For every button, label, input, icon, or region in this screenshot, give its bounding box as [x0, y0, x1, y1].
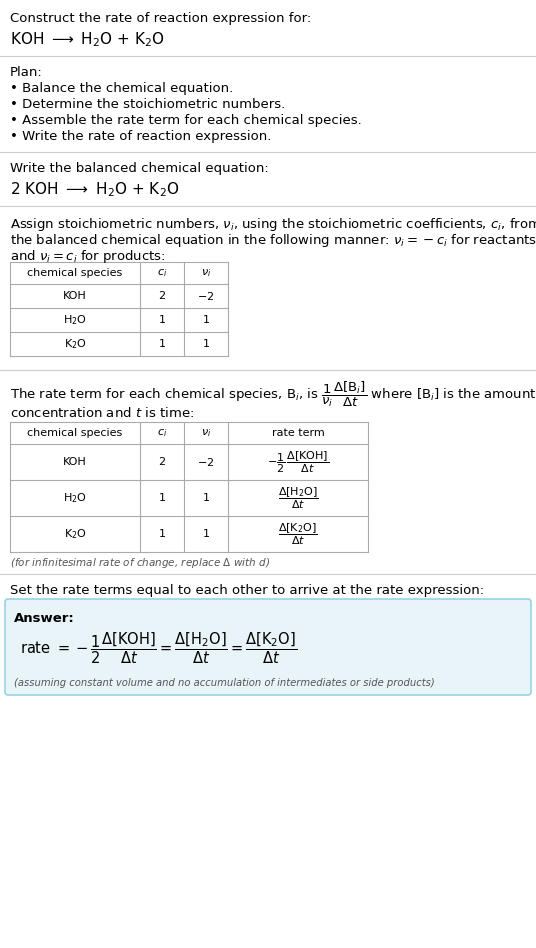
Text: rate $= -\dfrac{1}{2}\dfrac{\Delta[\mathrm{KOH}]}{\Delta t} = \dfrac{\Delta[\mat: rate $= -\dfrac{1}{2}\dfrac{\Delta[\math…	[20, 630, 297, 665]
Text: The rate term for each chemical species, B$_i$, is $\dfrac{1}{\nu_i}\dfrac{\Delt: The rate term for each chemical species,…	[10, 380, 536, 410]
Text: K$_2$O: K$_2$O	[64, 527, 86, 541]
Text: rate term: rate term	[272, 428, 324, 438]
Text: $\nu_i$: $\nu_i$	[201, 428, 211, 439]
Text: Plan:: Plan:	[10, 66, 43, 79]
Text: 1: 1	[159, 493, 166, 503]
Text: • Assemble the rate term for each chemical species.: • Assemble the rate term for each chemic…	[10, 114, 362, 127]
Text: • Balance the chemical equation.: • Balance the chemical equation.	[10, 82, 233, 95]
Text: $-2$: $-2$	[197, 290, 214, 302]
Text: $\dfrac{\Delta[\mathrm{K_2O}]}{\Delta t}$: $\dfrac{\Delta[\mathrm{K_2O}]}{\Delta t}…	[278, 521, 318, 547]
Text: 1: 1	[159, 529, 166, 539]
Text: (assuming constant volume and no accumulation of intermediates or side products): (assuming constant volume and no accumul…	[14, 678, 435, 688]
Text: Write the balanced chemical equation:: Write the balanced chemical equation:	[10, 162, 269, 175]
Text: (for infinitesimal rate of change, replace $\Delta$ with $d$): (for infinitesimal rate of change, repla…	[10, 556, 270, 570]
Text: chemical species: chemical species	[27, 268, 123, 278]
Text: H$_2$O: H$_2$O	[63, 313, 87, 327]
Text: Construct the rate of reaction expression for:: Construct the rate of reaction expressio…	[10, 12, 311, 25]
Text: 1: 1	[203, 529, 210, 539]
Text: concentration and $t$ is time:: concentration and $t$ is time:	[10, 406, 194, 420]
Text: $-2$: $-2$	[197, 456, 214, 468]
Text: $c_i$: $c_i$	[157, 267, 167, 279]
Text: K$_2$O: K$_2$O	[64, 337, 86, 351]
Text: and $\nu_i = c_i$ for products:: and $\nu_i = c_i$ for products:	[10, 248, 166, 265]
Text: KOH: KOH	[63, 291, 87, 301]
Text: • Write the rate of reaction expression.: • Write the rate of reaction expression.	[10, 130, 271, 143]
Text: $\dfrac{\Delta[\mathrm{H_2O}]}{\Delta t}$: $\dfrac{\Delta[\mathrm{H_2O}]}{\Delta t}…	[278, 485, 318, 511]
Text: chemical species: chemical species	[27, 428, 123, 438]
Text: 1: 1	[159, 339, 166, 349]
Text: Answer:: Answer:	[14, 612, 75, 625]
Text: 2: 2	[159, 291, 166, 301]
Text: KOH: KOH	[63, 457, 87, 467]
Text: Assign stoichiometric numbers, $\nu_i$, using the stoichiometric coefficients, $: Assign stoichiometric numbers, $\nu_i$, …	[10, 216, 536, 233]
Text: the balanced chemical equation in the following manner: $\nu_i = -c_i$ for react: the balanced chemical equation in the fo…	[10, 232, 536, 249]
Text: 1: 1	[159, 315, 166, 325]
Text: $c_i$: $c_i$	[157, 428, 167, 439]
Text: • Determine the stoichiometric numbers.: • Determine the stoichiometric numbers.	[10, 98, 285, 111]
Text: 1: 1	[203, 339, 210, 349]
Text: H$_2$O: H$_2$O	[63, 491, 87, 505]
FancyBboxPatch shape	[5, 599, 531, 695]
Text: 2: 2	[159, 457, 166, 467]
Text: $\nu_i$: $\nu_i$	[201, 267, 211, 279]
Text: 1: 1	[203, 493, 210, 503]
Text: $-\dfrac{1}{2}\,\dfrac{\Delta[\mathrm{KOH}]}{\Delta t}$: $-\dfrac{1}{2}\,\dfrac{\Delta[\mathrm{KO…	[267, 449, 329, 475]
Text: 1: 1	[203, 315, 210, 325]
Text: 2 KOH $\longrightarrow$ H$_2$O + K$_2$O: 2 KOH $\longrightarrow$ H$_2$O + K$_2$O	[10, 180, 180, 199]
Text: KOH $\longrightarrow$ H$_2$O + K$_2$O: KOH $\longrightarrow$ H$_2$O + K$_2$O	[10, 30, 165, 48]
Text: Set the rate terms equal to each other to arrive at the rate expression:: Set the rate terms equal to each other t…	[10, 584, 484, 597]
